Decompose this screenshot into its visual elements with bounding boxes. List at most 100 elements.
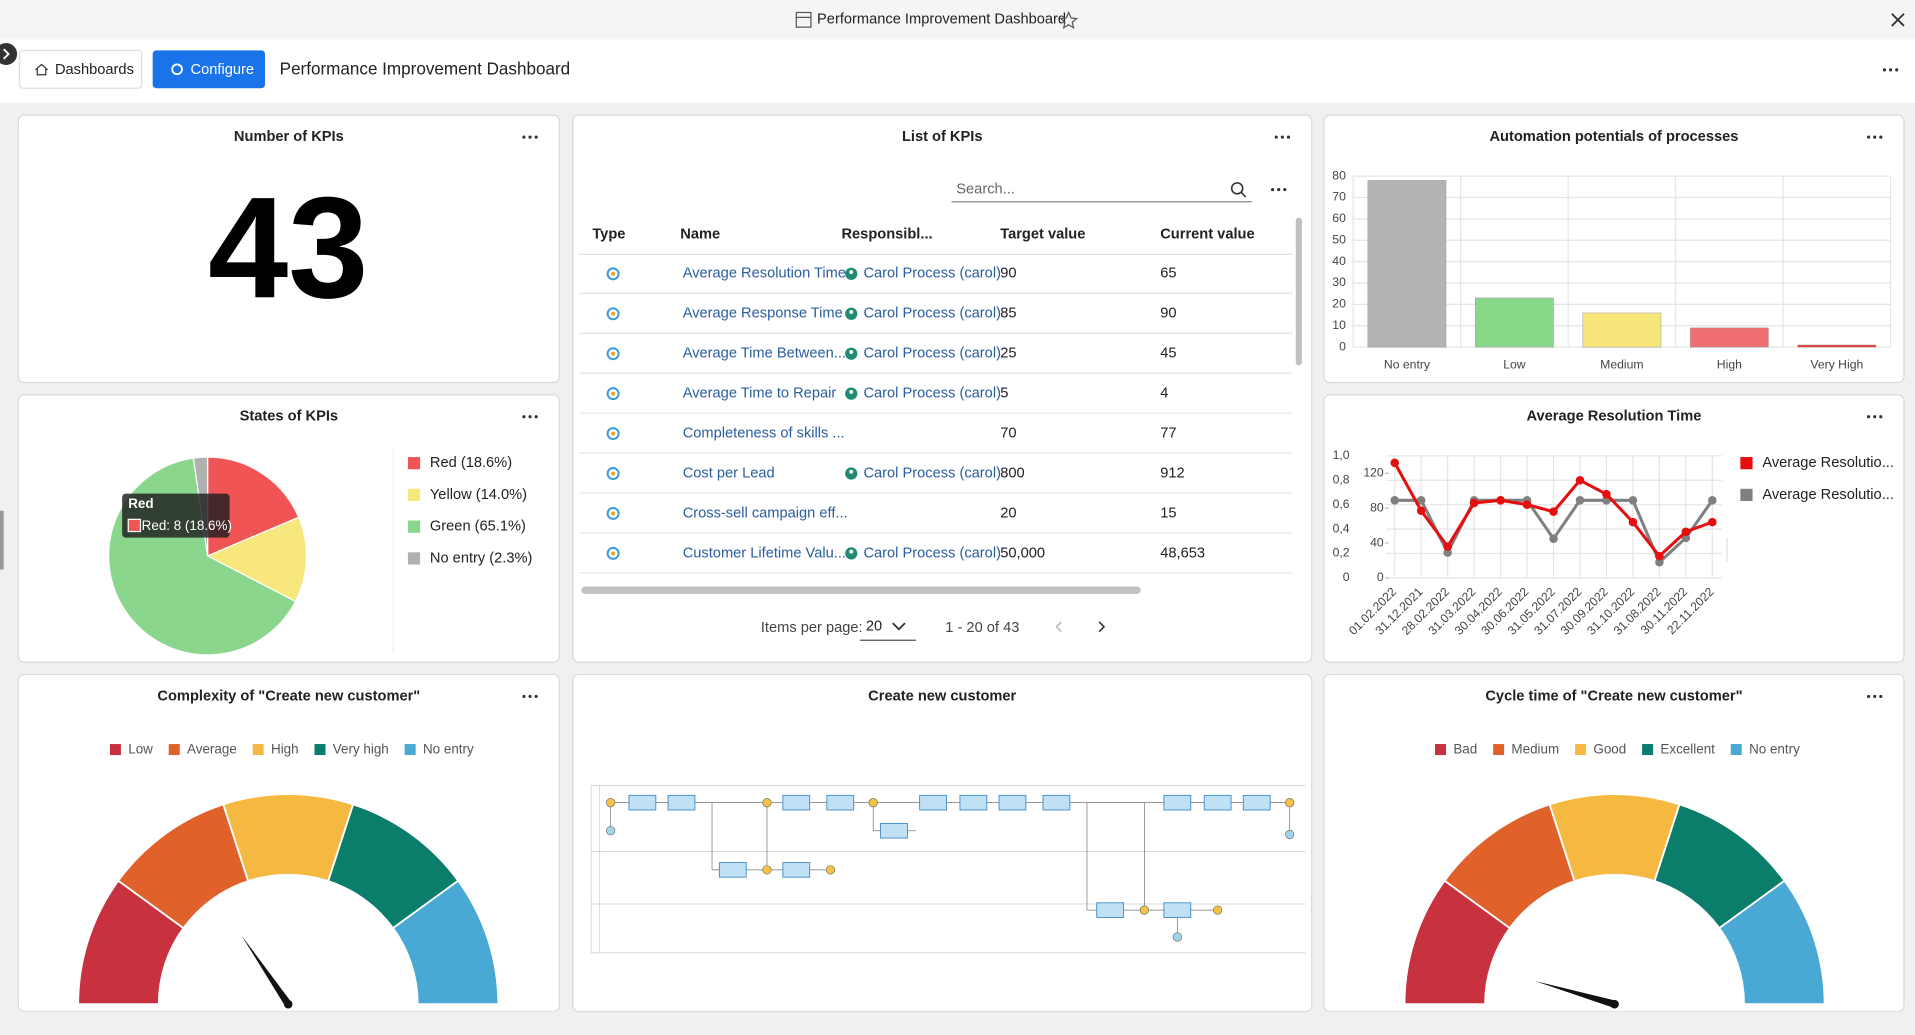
favorite-star[interactable]	[1059, 10, 1079, 30]
menu-dot	[522, 415, 526, 419]
kpi-type-icon	[606, 267, 620, 281]
menu-dot	[528, 694, 532, 699]
kpi-type-dot	[611, 311, 616, 316]
widget-menu[interactable]	[1867, 415, 1883, 419]
kpi-name[interactable]: Cost per Lead	[683, 465, 775, 481]
resize-handle[interactable]	[0, 510, 4, 570]
column-header: Type	[592, 227, 625, 243]
widget-menu[interactable]	[1867, 135, 1883, 139]
x-tick-label: High	[1717, 358, 1742, 372]
series-point[interactable]	[1416, 496, 1426, 505]
legend-label: Green (65.1%)	[430, 519, 526, 535]
series-point[interactable]	[1655, 557, 1664, 567]
search-input[interactable]: Search...	[956, 181, 1015, 197]
user-icon-head	[849, 549, 854, 554]
bar	[1475, 297, 1554, 348]
horizontal-scrollbar[interactable]	[581, 586, 1141, 594]
dashboard-title: Performance Improvement Dashboard	[280, 59, 570, 78]
kpi-responsible: Carol Process (carol)	[863, 465, 1001, 481]
search-icon-handle	[1240, 192, 1247, 198]
process-event	[606, 798, 616, 808]
series-point[interactable]	[1416, 506, 1426, 516]
series-point[interactable]	[1681, 527, 1691, 536]
kpi-name[interactable]: Customer Lifetime Valu...	[683, 545, 846, 561]
series-point[interactable]	[1549, 534, 1558, 543]
menu-dot	[528, 135, 532, 139]
menu-dot	[1873, 415, 1877, 419]
pie-slice[interactable]	[206, 516, 308, 603]
legend-label: Bad	[1453, 742, 1477, 757]
column-header: Responsibl...	[841, 227, 932, 243]
kpi-name[interactable]: Average Time to Repair	[683, 386, 837, 402]
legend-swatch	[407, 457, 421, 470]
bar	[1797, 344, 1877, 348]
series-point[interactable]	[1549, 507, 1558, 516]
card-bottom-mask	[1325, 1011, 1903, 1035]
column-header: Name	[680, 227, 720, 243]
series-point[interactable]	[1443, 548, 1452, 557]
legend-swatch	[109, 744, 121, 756]
user-icon-head	[849, 310, 854, 314]
widget-menu[interactable]	[1867, 694, 1883, 699]
y-tick-label: 60	[1332, 211, 1346, 225]
series-point[interactable]	[1443, 542, 1452, 551]
kpi-name[interactable]: Cross-sell campaign eff...	[683, 505, 848, 521]
series-point[interactable]	[1496, 496, 1505, 505]
series-point[interactable]	[1575, 475, 1585, 485]
kpi-current: 65	[1160, 266, 1176, 282]
dashboards-label[interactable]: Dashboards	[55, 62, 134, 78]
items-per-page-label: Items per page:	[761, 620, 863, 636]
series-point[interactable]	[1522, 500, 1532, 509]
configure-button[interactable]	[152, 50, 266, 89]
widget-menu[interactable]	[522, 135, 538, 139]
widget-menu[interactable]	[522, 694, 538, 699]
y-tick-label: 50	[1332, 232, 1346, 246]
series-point[interactable]	[1708, 517, 1717, 527]
widget-menu[interactable]	[522, 415, 538, 419]
series-point[interactable]	[1469, 498, 1479, 508]
series-point[interactable]	[1390, 458, 1400, 468]
tooltip-text: Red: 8 (18.6%)	[142, 518, 232, 533]
series-point[interactable]	[1655, 551, 1664, 561]
widget-menu[interactable]	[1271, 187, 1287, 192]
series-point[interactable]	[1628, 517, 1638, 527]
kpi-target: 90	[1000, 266, 1016, 282]
vertical-scrollbar[interactable]	[1295, 217, 1302, 366]
legend-swatch	[1730, 744, 1742, 756]
kpi-responsible: Carol Process (carol)	[863, 545, 1001, 561]
user-icon-head	[849, 349, 854, 354]
kpi-target: 70	[1000, 425, 1016, 441]
legend-label: Excellent	[1660, 742, 1715, 757]
kpi-name[interactable]: Average Response Time	[683, 306, 843, 322]
series-point[interactable]	[1708, 496, 1717, 505]
dashboards-button[interactable]	[18, 49, 143, 89]
close-button[interactable]	[1891, 13, 1905, 27]
menu-dot	[1867, 135, 1871, 139]
legend-label: Red (18.6%)	[430, 455, 512, 471]
process-task	[628, 794, 657, 811]
menu-dot	[1867, 694, 1871, 699]
menu-dot	[522, 694, 526, 699]
kpi-current: 90	[1160, 306, 1176, 322]
process-event	[1172, 932, 1182, 942]
title-bar	[0, 0, 1915, 40]
series-point[interactable]	[1602, 489, 1611, 499]
toolbar-menu[interactable]	[1882, 68, 1899, 72]
kpi-name[interactable]: Average Time Between...	[683, 346, 846, 362]
configure-label[interactable]: Configure	[191, 62, 254, 78]
kpi-name[interactable]: Completeness of skills ...	[683, 425, 845, 441]
items-per-page[interactable]: 20	[866, 619, 882, 635]
previous-page[interactable]	[1055, 621, 1062, 633]
legend-swatch	[1493, 744, 1505, 756]
series-point[interactable]	[1628, 496, 1638, 505]
series-point[interactable]	[1575, 496, 1585, 505]
kpi-name[interactable]: Average Resolution Time	[683, 266, 846, 282]
x-tick-label: Low	[1503, 358, 1526, 372]
toolbar	[0, 39, 1915, 103]
pie-slice[interactable]	[207, 456, 300, 557]
next-page[interactable]	[1098, 621, 1106, 633]
menu-dot	[1286, 135, 1291, 139]
menu-dot	[522, 135, 526, 139]
widget-menu[interactable]	[1274, 135, 1291, 139]
series-point[interactable]	[1390, 496, 1400, 505]
